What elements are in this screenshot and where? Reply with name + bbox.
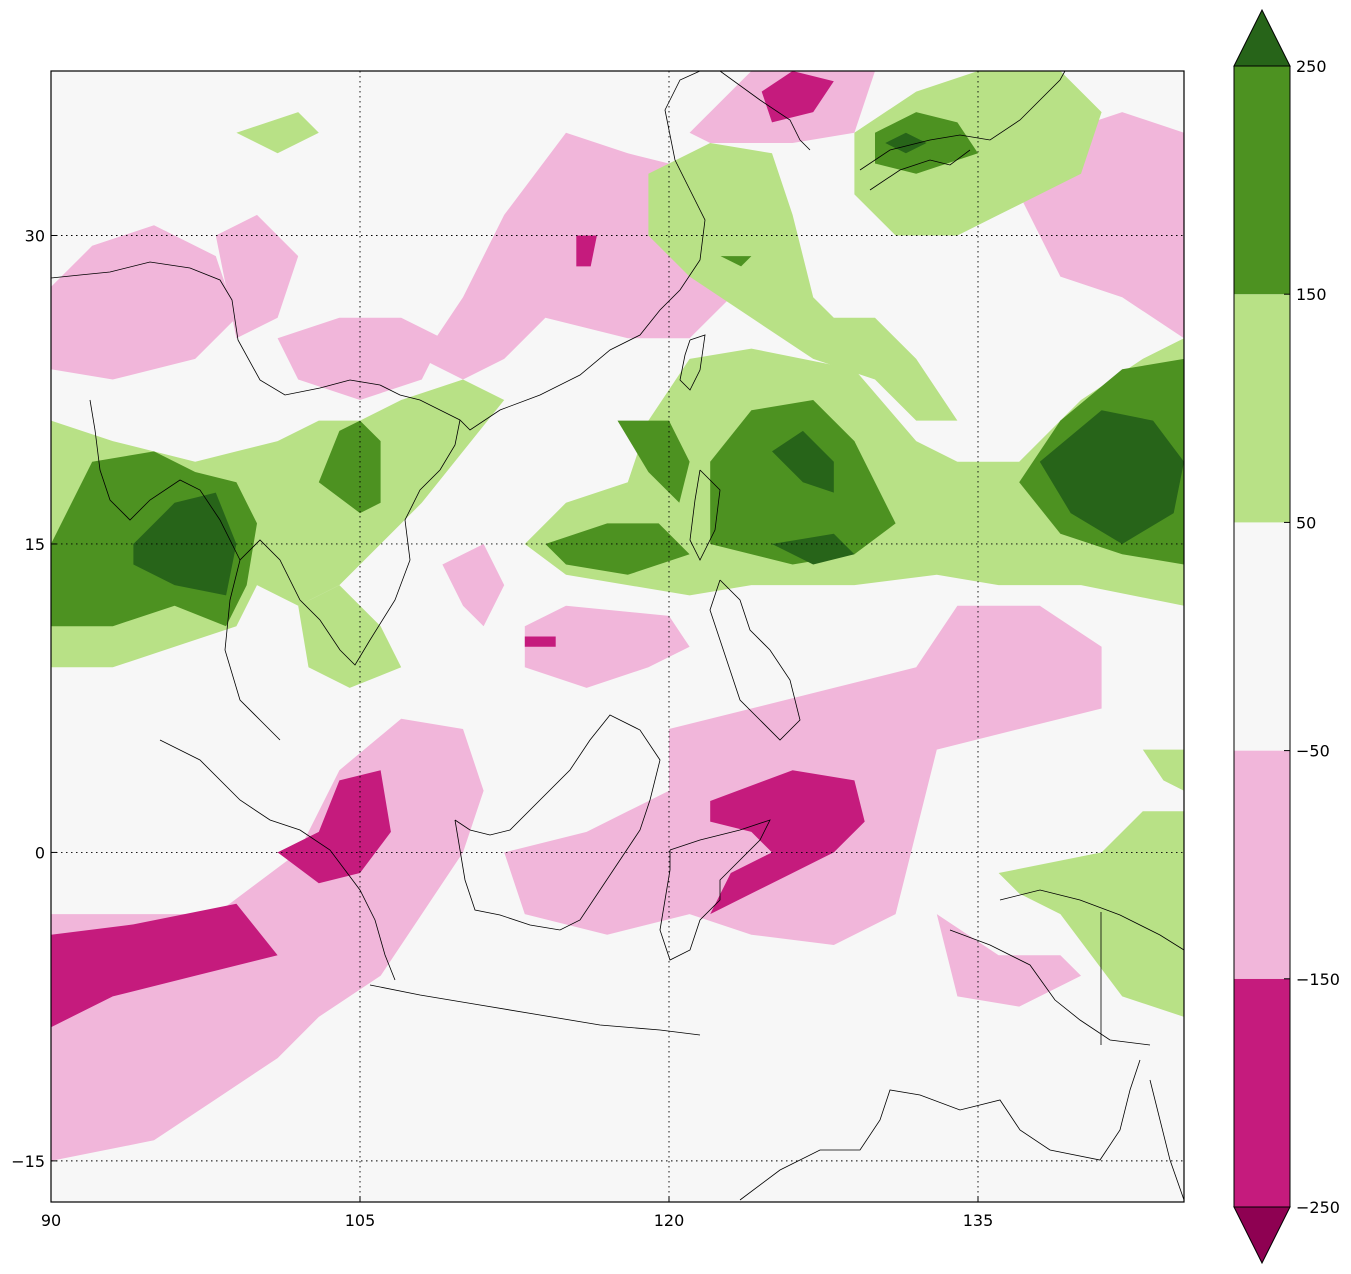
coastline-philippines	[709, 579, 801, 741]
contour-region-16	[277, 770, 391, 884]
contour-region-38	[885, 132, 927, 154]
colorbar-tick-label: −150	[1296, 970, 1340, 989]
y-tick-label: 0	[35, 843, 45, 862]
y-tick-label: 15	[25, 535, 45, 554]
contour-region-30	[772, 430, 834, 493]
colorbar-tick-label: 150	[1296, 285, 1327, 304]
colorbar-tick-label: 250	[1296, 57, 1327, 76]
y-tick-label: 30	[25, 227, 45, 246]
colorbar-band--50_50	[1234, 522, 1290, 751]
contour-region-34	[648, 143, 958, 421]
contour-region-10	[442, 544, 505, 627]
coastline-borneo	[454, 714, 661, 931]
contour-region-14	[710, 770, 865, 915]
contour-fills	[51, 71, 1184, 1161]
contour-region-22	[133, 492, 237, 596]
coastline-java	[369, 984, 701, 1036]
contour-region-41	[1142, 749, 1184, 791]
contour-region-18	[51, 903, 278, 1028]
coastline-new-guinea	[949, 889, 1184, 1046]
contour-region-5	[277, 317, 443, 400]
coastline-malay-peninsula	[89, 399, 241, 561]
colorbar-band-150_250	[1234, 66, 1290, 295]
contour-region-33	[1039, 410, 1184, 544]
x-tick-label: 120	[654, 1211, 685, 1230]
coastline-luzon	[689, 469, 721, 561]
contour-region-35	[720, 256, 752, 267]
x-axis-ticks: 90 105 120 135	[41, 1196, 993, 1230]
colorbar-band--250_-150	[1234, 978, 1290, 1207]
coastline-korea	[719, 71, 811, 151]
contour-region-12	[524, 636, 556, 647]
contour-region-19	[936, 914, 1081, 1007]
x-tick-label: 90	[41, 1211, 61, 1230]
coastline-sumatra	[159, 739, 396, 981]
colorbar-band--150_-50	[1234, 750, 1290, 979]
colorbar-extend-max	[1233, 8, 1291, 67]
contour-region-25	[298, 585, 402, 688]
contour-region-31	[772, 533, 855, 565]
colorbar-tick-label: 50	[1296, 513, 1316, 532]
contour-region-39	[236, 112, 319, 154]
colorbar-tick-label: −50	[1296, 742, 1330, 761]
y-tick-label: −15	[11, 1152, 45, 1171]
contour-region-2	[51, 225, 237, 380]
contour-region-8	[761, 71, 834, 123]
coastline-australia	[739, 1059, 1184, 1201]
contour-region-11	[524, 605, 690, 688]
contour-region-40	[998, 811, 1184, 1017]
coastline-japan	[859, 71, 1066, 191]
contour-region-3	[215, 214, 299, 339]
contour-region-37	[875, 112, 978, 174]
contour-region-6	[576, 235, 597, 267]
colorbar-band-50_150	[1234, 294, 1290, 523]
colorbar-frame	[1233, 65, 1291, 1208]
colorbar: −250 −150 −50 50 150 250	[1233, 8, 1340, 1265]
plot-frame	[50, 70, 1185, 1203]
coastline-sulawesi	[659, 819, 771, 961]
x-tick-label: 105	[345, 1211, 376, 1230]
contour-region-23	[318, 420, 381, 514]
y-axis-ticks: 30 15 0 −15	[11, 227, 57, 1171]
contour-region-28	[617, 420, 690, 503]
colorbar-tick-label: −250	[1296, 1198, 1340, 1217]
contour-region-27	[545, 523, 690, 575]
x-tick-label: 135	[963, 1211, 994, 1230]
coastline-taiwan	[679, 334, 706, 391]
coastline-indochina	[224, 419, 461, 741]
coastlines	[51, 71, 1184, 1201]
colorbar-extend-min	[1233, 1206, 1291, 1265]
coastline-asia-mainland	[51, 71, 706, 431]
gridlines	[51, 71, 1184, 1202]
